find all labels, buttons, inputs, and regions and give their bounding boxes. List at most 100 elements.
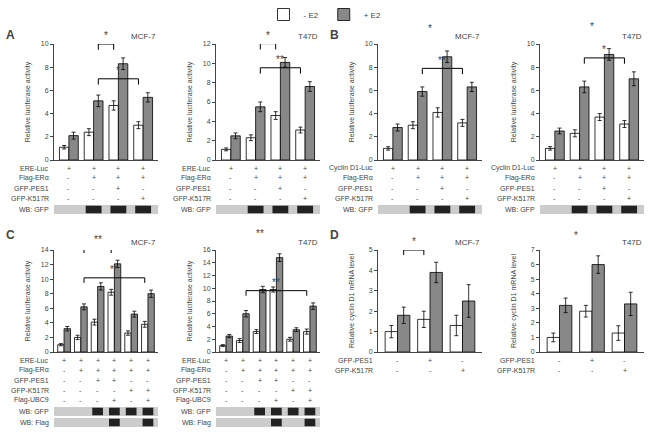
svg-text:0: 0 <box>207 156 211 163</box>
svg-text:+: + <box>590 357 594 364</box>
svg-text:+: + <box>602 174 606 181</box>
svg-text:**: ** <box>110 264 118 275</box>
svg-text:-: - <box>79 387 82 394</box>
svg-text:-: - <box>229 185 232 192</box>
svg-text:-: - <box>578 195 581 202</box>
svg-text:+: + <box>141 195 145 202</box>
svg-text:+: + <box>116 174 120 181</box>
svg-text:-: - <box>63 397 66 404</box>
svg-text:GFP-PES1: GFP-PES1 <box>176 185 211 192</box>
svg-text:+: + <box>291 367 295 374</box>
svg-text:+: + <box>627 195 631 202</box>
svg-text:Relative cyclin D1 mRNA level: Relative cyclin D1 mRNA level <box>348 253 356 348</box>
svg-text:+: + <box>602 185 606 192</box>
svg-text:ERE-Luc: ERE-Luc <box>20 357 49 364</box>
svg-text:*: * <box>590 21 594 32</box>
svg-text:-: - <box>396 367 399 374</box>
svg-text:+: + <box>274 367 278 374</box>
svg-text:C: C <box>6 228 15 242</box>
svg-text:GFP-K517R: GFP-K517R <box>11 195 49 202</box>
svg-text:-: - <box>92 195 95 202</box>
svg-text:-: - <box>628 185 631 192</box>
svg-text:+: + <box>274 357 278 364</box>
svg-text:+: + <box>241 367 245 374</box>
svg-text:-: - <box>258 387 261 394</box>
svg-text:-: - <box>466 185 469 192</box>
svg-text:4: 4 <box>531 110 535 117</box>
svg-text:- E2: - E2 <box>304 11 319 20</box>
svg-text:Relative luciferase activity: Relative luciferase activity <box>186 61 194 142</box>
svg-text:5: 5 <box>531 276 535 283</box>
svg-text:4: 4 <box>369 267 373 274</box>
svg-text:5: 5 <box>369 246 373 253</box>
svg-text:12: 12 <box>203 40 211 47</box>
svg-text:-: - <box>229 174 232 181</box>
svg-text:*: * <box>116 65 120 76</box>
svg-text:GFP-K517R: GFP-K517R <box>173 195 211 202</box>
svg-text:-: - <box>96 387 99 394</box>
svg-text:4: 4 <box>531 290 535 297</box>
svg-text:1: 1 <box>369 328 373 335</box>
svg-text:GFP-K517R: GFP-K517R <box>173 387 211 394</box>
svg-text:GFP-PES1: GFP-PES1 <box>14 185 49 192</box>
svg-text:-: - <box>308 377 311 384</box>
svg-text:-: - <box>461 357 464 364</box>
svg-text:-: - <box>558 357 561 364</box>
svg-text:Relative luciferase activity: Relative luciferase activity <box>24 61 32 142</box>
svg-text:-: - <box>225 397 228 404</box>
svg-text:+: + <box>278 174 282 181</box>
svg-text:+: + <box>623 367 627 374</box>
svg-text:+: + <box>112 397 116 404</box>
svg-text:-: - <box>391 174 394 181</box>
svg-text:B: B <box>330 28 339 42</box>
svg-text:+: + <box>79 357 83 364</box>
svg-text:+: + <box>241 357 245 364</box>
svg-text:+: + <box>274 397 278 404</box>
svg-text:+: + <box>553 165 557 172</box>
svg-text:+: + <box>440 174 444 181</box>
svg-text:Relative cyclin D1 mRNA level: Relative cyclin D1 mRNA level <box>510 253 518 348</box>
svg-text:D: D <box>330 228 339 242</box>
svg-text:+: + <box>129 357 133 364</box>
svg-text:+: + <box>224 357 228 364</box>
svg-text:+: + <box>254 174 258 181</box>
svg-text:*: * <box>412 236 416 247</box>
svg-text:GFP-K517R: GFP-K517R <box>497 195 535 202</box>
svg-text:MCF-7: MCF-7 <box>131 32 156 41</box>
svg-text:Relative luciferase activity: Relative luciferase activity <box>510 61 518 142</box>
svg-text:6: 6 <box>531 87 535 94</box>
svg-text:7: 7 <box>531 246 535 253</box>
svg-text:12: 12 <box>41 261 49 268</box>
svg-text:-: - <box>292 397 295 404</box>
svg-text:-: - <box>275 387 278 394</box>
svg-text:*: * <box>428 23 432 34</box>
svg-text:Relative luciferase activity: Relative luciferase activity <box>186 260 194 341</box>
svg-text:-: - <box>146 377 149 384</box>
svg-text:WB: GFP: WB: GFP <box>181 206 211 213</box>
svg-text:+: + <box>258 357 262 364</box>
svg-text:-: - <box>591 367 594 374</box>
svg-text:+: + <box>416 165 420 172</box>
svg-text:+: + <box>428 357 432 364</box>
svg-text:Flag-ERα: Flag-ERα <box>19 366 49 374</box>
svg-text:-: - <box>229 195 232 202</box>
svg-text:10: 10 <box>203 60 211 67</box>
svg-text:+: + <box>303 174 307 181</box>
svg-text:-: - <box>67 195 70 202</box>
svg-text:+: + <box>303 195 307 202</box>
svg-text:+: + <box>96 367 100 374</box>
svg-text:Flag-ERα: Flag-ERα <box>343 174 373 182</box>
svg-text:**: ** <box>94 234 102 245</box>
svg-text:+: + <box>141 174 145 181</box>
svg-text:+: + <box>92 165 96 172</box>
svg-text:8: 8 <box>207 297 211 304</box>
svg-text:*: * <box>602 44 606 55</box>
svg-text:+: + <box>112 377 116 384</box>
svg-text:+: + <box>308 397 312 404</box>
svg-text:**: ** <box>272 277 280 288</box>
svg-text:+: + <box>416 174 420 181</box>
svg-text:0: 0 <box>369 348 373 355</box>
svg-text:-: - <box>603 195 606 202</box>
svg-text:-: - <box>623 357 626 364</box>
svg-text:+: + <box>440 165 444 172</box>
